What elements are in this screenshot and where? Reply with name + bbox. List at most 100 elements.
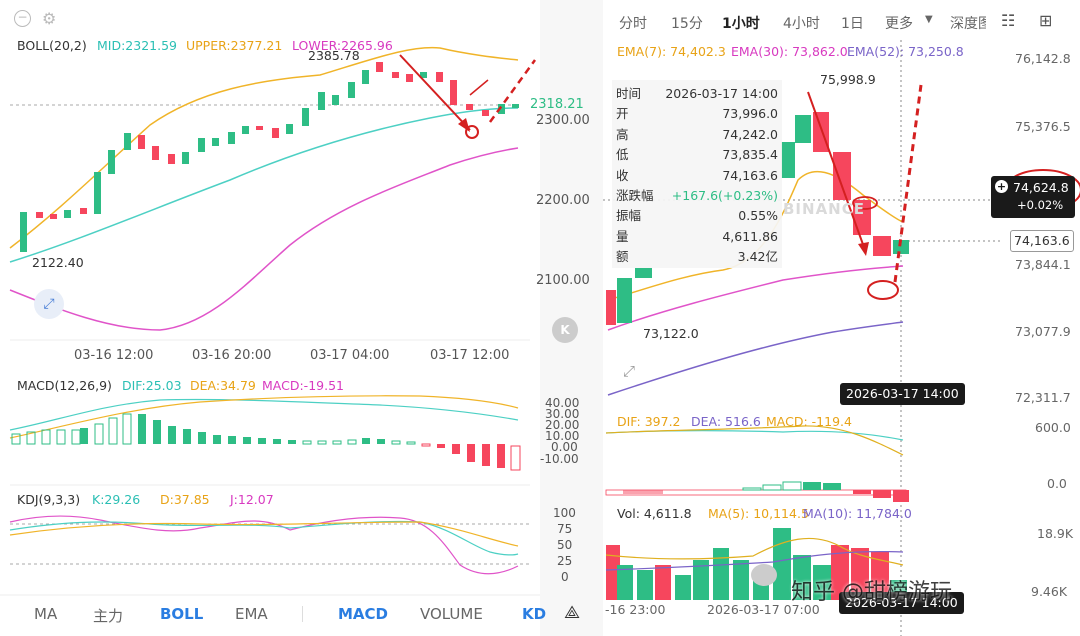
- close-price-tag: 74,163.6: [1010, 230, 1074, 252]
- current-price-tag: 2318.21: [530, 97, 584, 112]
- kdj-name: KDJ(9,3,3): [17, 492, 81, 507]
- macd-y-tick: 10.00: [545, 429, 580, 443]
- left-candles: [20, 62, 519, 252]
- vol-ma10-label: MA(10): 11,784.0: [803, 506, 912, 521]
- tab-4h[interactable]: 4小时: [783, 16, 820, 32]
- kdj-d-label: D:37.85: [160, 492, 210, 507]
- tooltip-row: 低 73,835.4: [616, 145, 778, 166]
- low-price-label: 2122.40: [32, 255, 84, 270]
- tab-ma[interactable]: MA: [34, 605, 58, 623]
- minus-icon[interactable]: −: [14, 10, 31, 27]
- tooltip-value: 0.55%: [738, 208, 778, 224]
- expand-icon[interactable]: ⤢: [623, 362, 636, 380]
- y-axis-tick: 76,142.8: [1015, 51, 1071, 66]
- layout-grid-icon[interactable]: ⊞: [1039, 11, 1053, 30]
- kdj-k-line: [9, 520, 519, 556]
- tab-kdj[interactable]: KD: [522, 605, 547, 623]
- tooltip-row: 高 74,242.0: [616, 125, 778, 146]
- ema52-label: EMA(52): 73,250.8: [847, 44, 964, 59]
- boll-lower-line: [9, 147, 519, 331]
- tooltip-value: 73,835.4: [722, 147, 778, 163]
- crosshair-time-tag-bottom: 2026-03-17 14:00: [839, 592, 964, 614]
- kdj-y-tick: 25: [557, 554, 573, 568]
- y-axis-tick: 2100.00: [536, 273, 590, 288]
- tooltip-value: 2026-03-17 14:00: [665, 86, 778, 101]
- tab-timeline[interactable]: 分时: [619, 16, 647, 32]
- vol-ma5-line: [605, 537, 904, 566]
- tab-1d[interactable]: 1日: [841, 16, 864, 32]
- chevron-down-icon: ▼: [925, 14, 933, 25]
- binance-watermark: BINANCE: [783, 200, 865, 218]
- tooltip-value: 73,996.0: [722, 106, 778, 122]
- y-axis-tick: 2200.00: [536, 193, 590, 208]
- kdj-y-tick: 100: [553, 506, 576, 520]
- wechat-icon: [751, 564, 777, 586]
- expand-icon[interactable]: ⤢: [34, 289, 64, 319]
- left-chart-panel: − ⚙ BOLL(20,2) MID:2321.59 UPPER:2377.21…: [0, 9, 590, 625]
- tooltip-value: 74,163.6: [722, 167, 778, 183]
- vol-y-tick: 9.46K: [1031, 584, 1068, 599]
- macd-dea-label: DEA: 516.6: [691, 414, 761, 429]
- left-macd-dif-line: [9, 398, 519, 431]
- macd-y-tick: 40.00: [545, 396, 580, 410]
- settings-icon[interactable]: ☷: [1001, 11, 1016, 30]
- crosshair-price: 74,624.8: [1013, 180, 1069, 195]
- tooltip-key: 高: [616, 126, 629, 142]
- kdj-k-label: K:29.26: [92, 492, 141, 507]
- kdj-y-tick: 75: [557, 522, 573, 536]
- vol-label: Vol: 4,611.8: [617, 506, 692, 521]
- x-axis-tick: -16 23:00: [605, 602, 666, 617]
- tooltip-row: 额 3.42亿: [616, 247, 778, 268]
- x-axis-tick: 03-16 20:00: [192, 348, 272, 363]
- y-axis-tick: 73,077.9: [1015, 324, 1071, 339]
- candle-tooltip: 时间 2026-03-17 14:00 开 73,996.0 高 74,242.0 低 73,…: [612, 80, 782, 268]
- tab-boll[interactable]: BOLL: [160, 605, 204, 623]
- tab-main-force[interactable]: 主力: [93, 607, 124, 625]
- tab-1h[interactable]: 1小时: [722, 16, 760, 32]
- boll-upper-label: UPPER:2377.21: [186, 38, 283, 53]
- tab-volume[interactable]: VOLUME: [420, 605, 483, 623]
- macd-y-tick: -10.00: [540, 452, 579, 466]
- y-axis-tick: 73,844.1: [1015, 257, 1071, 272]
- high-price-label: 2385.78: [308, 48, 360, 63]
- tab-depth[interactable]: 深度图: [950, 16, 986, 32]
- tab-15m[interactable]: 15分: [671, 16, 703, 32]
- macd-y-tick: 20.00: [545, 418, 580, 432]
- macd-y-tick: 0.0: [1047, 476, 1067, 491]
- kdj-y-tick: 0: [561, 570, 569, 584]
- crosshair-change: +0.02%: [1017, 198, 1064, 212]
- right-candles: [606, 112, 909, 325]
- tooltip-key: 额: [616, 249, 629, 265]
- macd-value-label: MACD: -119.4: [766, 414, 852, 429]
- kdj-j-line: [9, 515, 519, 575]
- low-price-label: 73,122.0: [643, 326, 699, 341]
- tooltip-row: 收 74,163.6: [616, 166, 778, 187]
- tab-ema[interactable]: EMA: [235, 605, 268, 623]
- reset-chart-icon[interactable]: K: [552, 317, 578, 343]
- right-macd-histogram: [605, 481, 909, 502]
- ema7-label: EMA(7): 74,402.3: [617, 44, 726, 59]
- plus-icon[interactable]: +: [995, 180, 1008, 193]
- tooltip-key: 低: [616, 147, 629, 163]
- macd-dif-label: DIF: 397.2: [617, 414, 681, 429]
- vol-y-tick: 18.9K: [1037, 526, 1074, 541]
- tooltip-value: +167.6(+0.23%): [671, 188, 778, 203]
- ema52-line: [607, 321, 904, 396]
- vol-ma10-line: [605, 550, 904, 571]
- gear-icon[interactable]: ⚙: [42, 9, 57, 28]
- left-macd-dea-line: [9, 395, 519, 439]
- tooltip-row: 时间 2026-03-17 14:00: [616, 84, 778, 105]
- crosshair-price-tag: + 74,624.8 +0.02%: [991, 176, 1075, 218]
- x-axis-tick: 2026-03-17 07:00: [707, 602, 820, 617]
- annotation-low-circle: [867, 280, 899, 300]
- tab-more[interactable]: 更多: [885, 16, 913, 32]
- tab-macd[interactable]: MACD: [338, 605, 388, 623]
- macd-y-tick: 0.00: [551, 440, 578, 454]
- ema30-line: [607, 265, 904, 331]
- macd-dea-label: DEA:34.79: [190, 378, 256, 393]
- x-axis-tick: 03-17 04:00: [310, 348, 390, 363]
- tooltip-row: 涨跌幅 +167.6(+0.23%): [616, 186, 778, 207]
- tooltip-key: 量: [616, 228, 629, 244]
- draw-tool-icon[interactable]: ⟁: [564, 602, 581, 623]
- tooltip-key: 涨跌幅: [616, 188, 654, 203]
